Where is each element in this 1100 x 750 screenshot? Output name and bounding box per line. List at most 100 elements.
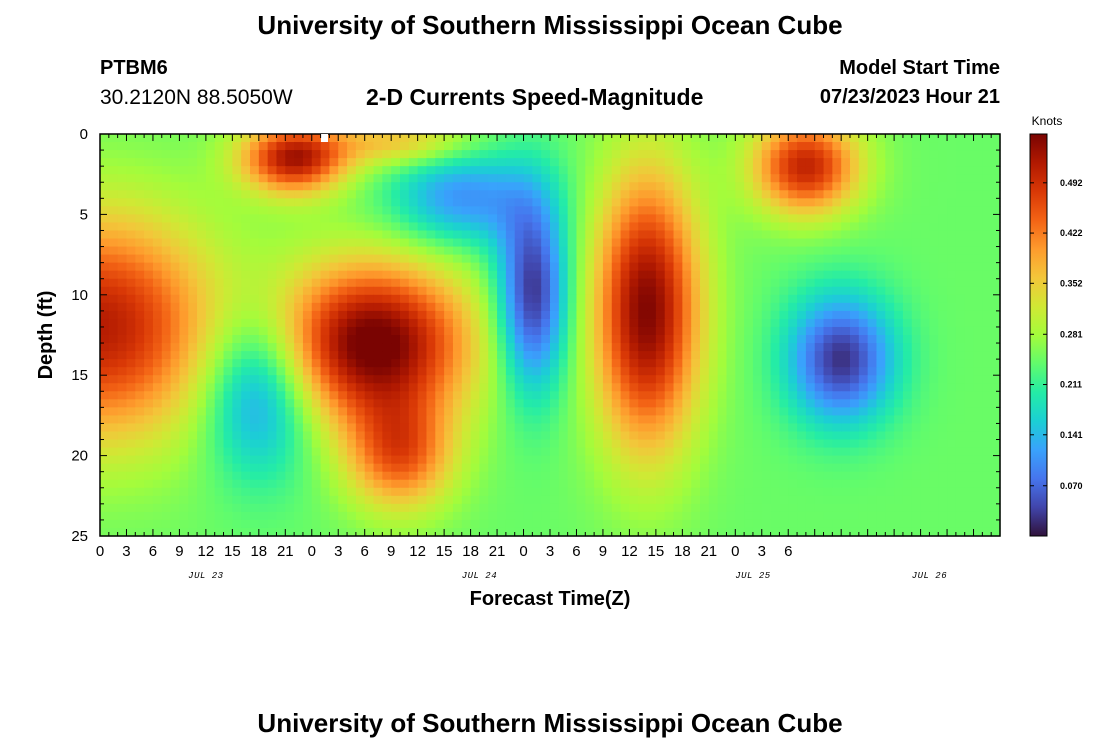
heatmap-cell: [126, 166, 136, 175]
heatmap-cell: [117, 318, 128, 328]
heatmap-cell: [452, 415, 463, 425]
heatmap-cell: [108, 222, 119, 232]
heatmap-cell: [920, 206, 931, 215]
heatmap-cell: [250, 471, 260, 481]
heatmap-cell: [461, 254, 472, 264]
heatmap-cell: [673, 447, 683, 457]
heatmap-cell: [161, 391, 172, 400]
heatmap-cell: [805, 447, 816, 457]
heatmap-cell: [205, 222, 216, 232]
heatmap-cell: [920, 439, 931, 449]
heatmap-cell: [435, 375, 445, 384]
heatmap-cell: [691, 351, 701, 360]
heatmap-cell: [188, 511, 198, 521]
heatmap-cell: [920, 166, 931, 175]
heatmap-cell: [717, 343, 728, 352]
heatmap-cell: [929, 150, 939, 159]
heatmap-cell: [717, 158, 728, 167]
heatmap-cell: [717, 455, 728, 465]
heatmap-cell: [505, 166, 516, 175]
heatmap-cell: [373, 310, 383, 320]
heatmap-cell: [744, 142, 754, 151]
heatmap-cell: [285, 230, 295, 240]
heatmap-cell: [435, 431, 445, 441]
heatmap-cell: [752, 455, 763, 465]
heatmap-cell: [117, 166, 128, 175]
heatmap-cell: [135, 511, 145, 521]
heatmap-cell: [373, 150, 383, 159]
heatmap-cell: [179, 343, 189, 352]
heatmap-cell: [302, 190, 313, 199]
heatmap-cell: [214, 391, 225, 400]
heatmap-cell: [311, 375, 322, 384]
heatmap-cell: [779, 150, 789, 159]
heatmap-cell: [576, 335, 586, 344]
heatmap-cell: [885, 391, 895, 400]
heatmap-cell: [647, 182, 657, 191]
heatmap-cell: [355, 471, 366, 481]
heatmap-cell: [338, 294, 348, 304]
heatmap-cell: [691, 294, 701, 304]
heatmap-cell: [594, 142, 604, 151]
heatmap-cell: [867, 158, 878, 167]
heatmap-cell: [267, 495, 278, 505]
heatmap-cell: [161, 511, 172, 521]
heatmap-cell: [523, 214, 533, 224]
heatmap-cell: [602, 310, 613, 320]
heatmap-cell: [823, 326, 833, 336]
heatmap-cell: [205, 383, 216, 392]
heatmap-cell: [108, 471, 119, 481]
heatmap-cell: [594, 423, 604, 433]
heatmap-cell: [550, 286, 560, 296]
heatmap-cell: [814, 310, 825, 320]
heatmap-cell: [938, 238, 948, 248]
heatmap-cell: [902, 407, 913, 416]
heatmap-cell: [488, 294, 498, 304]
heatmap-cell: [400, 222, 410, 232]
heatmap-cell: [108, 262, 119, 272]
heatmap-cell: [373, 206, 383, 215]
heatmap-cell: [223, 479, 233, 489]
heatmap-cell: [770, 447, 781, 457]
heatmap-cell: [523, 286, 533, 296]
heatmap-cell: [664, 198, 675, 207]
heatmap-cell: [920, 511, 931, 521]
heatmap-cell: [320, 142, 331, 151]
heatmap-cell: [408, 335, 419, 344]
heatmap-cell: [497, 214, 507, 224]
heatmap-cell: [355, 158, 366, 167]
heatmap-cell: [717, 367, 728, 376]
heatmap-cell: [858, 198, 869, 207]
heatmap-cell: [532, 343, 542, 352]
heatmap-cell: [400, 487, 410, 497]
heatmap-cell: [947, 463, 957, 473]
heatmap-cell: [788, 431, 798, 441]
heatmap-cell: [929, 423, 939, 433]
heatmap-cell: [444, 166, 454, 175]
heatmap-cell: [355, 487, 366, 497]
heatmap-cell: [620, 214, 631, 224]
heatmap-cell: [947, 415, 957, 425]
heatmap-cell: [770, 503, 781, 513]
heatmap-cell: [885, 222, 895, 232]
heatmap-cell: [620, 359, 631, 368]
heatmap-cell: [858, 335, 869, 344]
heatmap-cell: [752, 479, 763, 489]
heatmap-cell: [770, 294, 781, 304]
heatmap-cell: [894, 335, 904, 344]
heatmap-cell: [373, 399, 383, 408]
heatmap-cell: [726, 375, 736, 384]
heatmap-cell: [250, 335, 260, 344]
heatmap-cell: [329, 367, 339, 376]
heatmap-cell: [258, 214, 269, 224]
heatmap-cell: [311, 134, 322, 143]
heatmap-cell: [302, 230, 313, 240]
heatmap-cell: [408, 359, 419, 368]
heatmap-cell: [770, 190, 781, 199]
heatmap-cell: [320, 270, 331, 280]
heatmap-cell: [514, 335, 525, 344]
heatmap-cell: [188, 150, 198, 159]
heatmap-cell: [850, 479, 860, 489]
heatmap-cell: [117, 399, 128, 408]
heatmap-cell: [717, 286, 728, 296]
